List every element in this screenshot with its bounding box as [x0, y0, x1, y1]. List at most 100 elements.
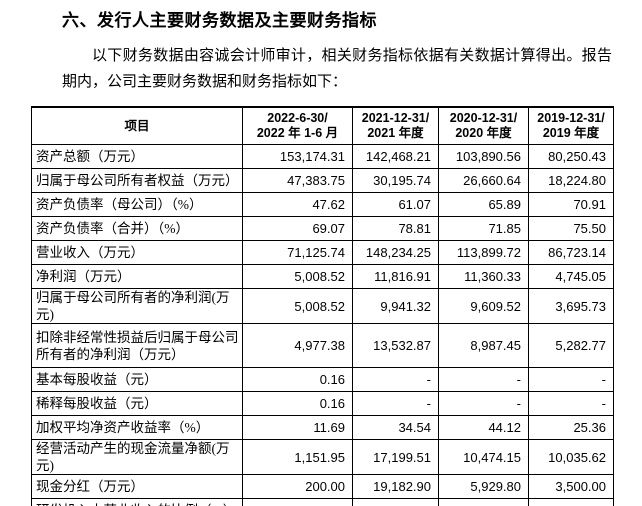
value-cell: - — [438, 367, 529, 392]
value-cell: 200.00 — [242, 474, 353, 499]
value-cell: 17,199.51 — [352, 439, 439, 475]
intro-paragraph: 以下财务数据由容诚会计师审计，相关财务指标依据有关数据计算得出。报告期内，公司主… — [62, 48, 612, 90]
row-label: 现金分红（万元） — [31, 474, 243, 499]
row-label: 净利润（万元） — [31, 264, 243, 289]
value-cell: 78.81 — [352, 216, 439, 241]
value-cell: 30,195.74 — [352, 168, 439, 193]
row-label: 经营活动产生的现金流量净额(万元) — [31, 439, 243, 475]
table-row-net-profit-excl-nonrecurring: 扣除非经常性损益后归属于母公司所有者的净利润（万元） 4,977.38 13,5… — [31, 323, 614, 368]
value-cell: 69.07 — [242, 216, 353, 241]
financial-indicators-table: 项目 2022-6-30/2022 年 1-6 月 2021-12-31/202… — [31, 106, 614, 506]
period-date: 2021-12-31/ — [361, 111, 430, 125]
value-cell: 11,816.91 — [352, 264, 439, 289]
value-cell: - — [438, 391, 529, 416]
value-cell: - — [528, 367, 614, 392]
table-row-basic-eps: 基本每股收益（元） 0.16 - - - — [31, 367, 614, 392]
row-label: 归属于母公司所有者权益（万元） — [31, 168, 243, 193]
value-cell: 5.54 — [352, 498, 439, 506]
value-cell: 71,125.74 — [242, 240, 353, 265]
section-heading: 六、发行人主要财务数据及主要财务指标 — [62, 11, 377, 30]
period-label: 2022 年 1-6 月 — [256, 126, 339, 140]
value-cell: 9,941.32 — [352, 288, 439, 324]
value-cell: 47.62 — [242, 192, 353, 217]
row-label: 基本每股收益（元） — [31, 367, 243, 392]
table-row-operating-cash-flow: 经营活动产生的现金流量净额(万元) 1,151.95 17,199.51 10,… — [31, 439, 614, 475]
row-label: 归属于母公司所有者的净利润(万元) — [31, 288, 243, 324]
value-cell: 0.16 — [242, 391, 353, 416]
row-label: 营业收入（万元） — [31, 240, 243, 265]
value-cell: 4,745.05 — [528, 264, 614, 289]
value-cell: 8,987.45 — [438, 323, 529, 368]
table-header-row: 项目 2022-6-30/2022 年 1-6 月 2021-12-31/202… — [31, 106, 614, 145]
row-label: 资产负债率（母公司）（%） — [31, 192, 243, 217]
period-date: 2022-6-30/ — [267, 111, 328, 125]
value-cell: 61.07 — [352, 192, 439, 217]
value-cell: 5,008.52 — [242, 288, 353, 324]
value-cell: 9,609.52 — [438, 288, 529, 324]
value-cell: 103,890.56 — [438, 144, 529, 169]
value-cell: 70.91 — [528, 192, 614, 217]
row-label: 稀释每股收益（元） — [31, 391, 243, 416]
value-cell: - — [528, 391, 614, 416]
value-cell: 153,174.31 — [242, 144, 353, 169]
value-cell: 86,723.14 — [528, 240, 614, 265]
value-cell: 10,474.15 — [438, 439, 529, 475]
value-cell: 3,695.73 — [528, 288, 614, 324]
period-label: 2020 年度 — [455, 126, 512, 140]
value-cell: 1,151.95 — [242, 439, 353, 475]
value-cell: 47,383.75 — [242, 168, 353, 193]
period-label: 2019 年度 — [542, 126, 600, 140]
table-row-rd-ratio: 研发投入占营业收入的比例（%） 6.70 5.54 5.74 7.40 — [31, 498, 614, 506]
table-row-net-profit: 净利润（万元） 5,008.52 11,816.91 11,360.33 4,7… — [31, 264, 614, 289]
table-row-parent-equity: 归属于母公司所有者权益（万元） 47,383.75 30,195.74 26,6… — [31, 168, 614, 193]
row-label: 扣除非经常性损益后归属于母公司所有者的净利润（万元） — [31, 323, 243, 368]
table-row-debt-ratio-consolidated: 资产负债率（合并）（%） 69.07 78.81 71.85 75.50 — [31, 216, 614, 241]
table-row-diluted-eps: 稀释每股收益（元） 0.16 - - - — [31, 391, 614, 416]
table-row-cash-dividend: 现金分红（万元） 200.00 19,182.90 5,929.80 3,500… — [31, 474, 614, 499]
value-cell: 5,008.52 — [242, 264, 353, 289]
value-cell: 113,899.72 — [438, 240, 529, 265]
value-cell: 26,660.64 — [438, 168, 529, 193]
col-header-2022h1: 2022-6-30/2022 年 1-6 月 — [242, 106, 353, 145]
col-header-2019: 2019-12-31/2019 年度 — [528, 106, 614, 145]
value-cell: 11.69 — [242, 415, 353, 440]
table-row-weighted-roe: 加权平均净资产收益率（%） 11.69 34.54 44.12 25.36 — [31, 415, 614, 440]
value-cell: 148,234.25 — [352, 240, 439, 265]
value-cell: 10,035.62 — [528, 439, 614, 475]
value-cell: 19,182.90 — [352, 474, 439, 499]
table-row-net-profit-parent: 归属于母公司所有者的净利润(万元) 5,008.52 9,941.32 9,60… — [31, 288, 614, 324]
value-cell: 142,468.21 — [352, 144, 439, 169]
period-label: 2021 年度 — [367, 126, 424, 140]
row-label: 加权平均净资产收益率（%） — [31, 415, 243, 440]
col-header-2020: 2020-12-31/2020 年度 — [438, 106, 529, 145]
period-date: 2019-12-31/ — [537, 111, 605, 125]
value-cell: 34.54 — [352, 415, 439, 440]
value-cell: 7.40 — [528, 498, 614, 506]
value-cell: 65.89 — [438, 192, 529, 217]
value-cell: 5,282.77 — [528, 323, 614, 368]
table-row-revenue: 营业收入（万元） 71,125.74 148,234.25 113,899.72… — [31, 240, 614, 265]
row-label: 资产总额（万元） — [31, 144, 243, 169]
value-cell: - — [352, 391, 439, 416]
value-cell: 6.70 — [242, 498, 353, 506]
value-cell: 75.50 — [528, 216, 614, 241]
table-row-total-assets: 资产总额（万元） 153,174.31 142,468.21 103,890.5… — [31, 144, 614, 169]
value-cell: 18,224.80 — [528, 168, 614, 193]
value-cell: 80,250.43 — [528, 144, 614, 169]
value-cell: 44.12 — [438, 415, 529, 440]
table-row-debt-ratio-parent: 资产负债率（母公司）（%） 47.62 61.07 65.89 70.91 — [31, 192, 614, 217]
value-cell: 4,977.38 — [242, 323, 353, 368]
row-label: 研发投入占营业收入的比例（%） — [31, 498, 243, 506]
value-cell: 0.16 — [242, 367, 353, 392]
period-date: 2020-12-31/ — [449, 111, 518, 125]
value-cell: 5,929.80 — [438, 474, 529, 499]
value-cell: 13,532.87 — [352, 323, 439, 368]
row-label: 资产负债率（合并）（%） — [31, 216, 243, 241]
value-cell: 71.85 — [438, 216, 529, 241]
value-cell: 5.74 — [438, 498, 529, 506]
value-cell: 11,360.33 — [438, 264, 529, 289]
value-cell: 3,500.00 — [528, 474, 614, 499]
col-header-item: 项目 — [31, 106, 243, 145]
value-cell: - — [352, 367, 439, 392]
